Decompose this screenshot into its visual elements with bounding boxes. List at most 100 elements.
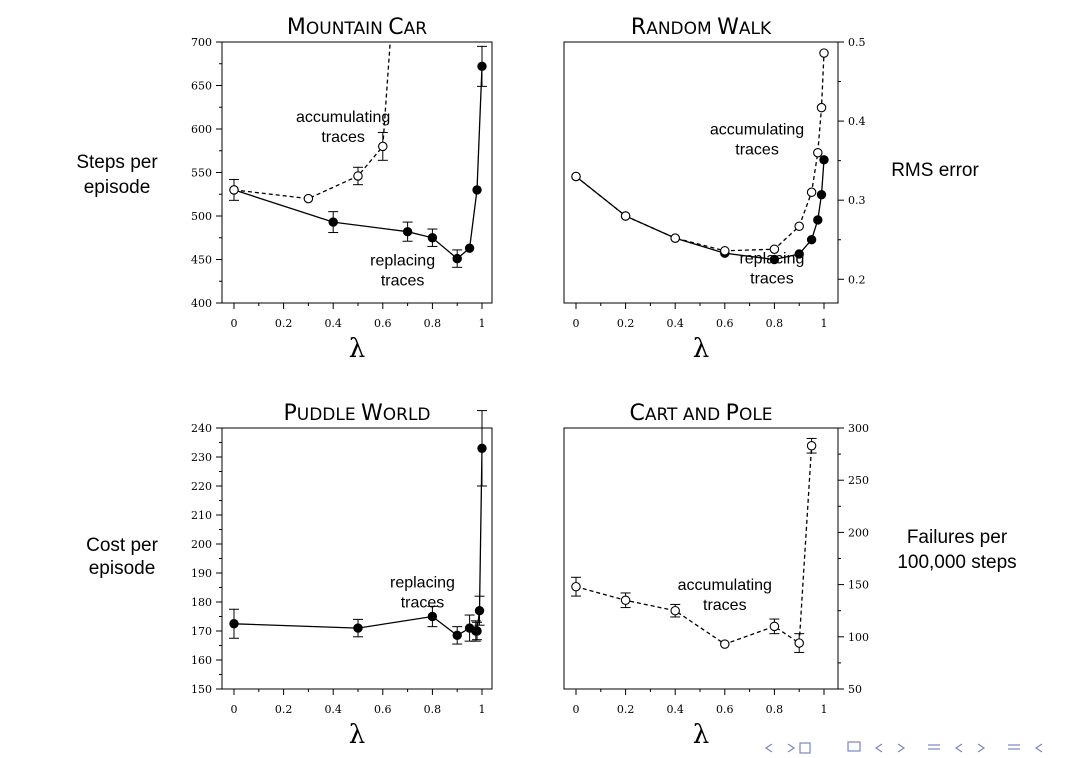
- pw-x-tick-label: 0.6: [374, 703, 392, 716]
- mc-data-point: [229, 185, 239, 195]
- pw-data-point: [452, 630, 462, 641]
- cp-data-point: [720, 639, 730, 649]
- rw-data-point: [806, 187, 817, 198]
- rw-data-point: [794, 249, 804, 259]
- mc-y-tick-label: 650: [191, 80, 212, 93]
- cp-plot-frame: [563, 427, 839, 690]
- cp-data-point: [806, 440, 817, 451]
- cp-annotation: traces: [703, 597, 747, 614]
- rw-y-tick-label: 0.2: [848, 273, 866, 286]
- rw-x-tick-label: 1: [821, 317, 828, 330]
- rw-y-axis-label: RMS error: [891, 160, 979, 181]
- pw-y-tick-label: 160: [191, 654, 212, 667]
- pw-data-point: [472, 626, 482, 636]
- rw-x-tick-label: 0: [573, 317, 580, 330]
- mc-data-point: [472, 185, 482, 195]
- mc-data-point: [452, 253, 462, 264]
- mc-data-point: [378, 141, 388, 152]
- cp-x-tick-label: 0.6: [716, 703, 734, 716]
- mc-y-tick-label: 400: [191, 297, 212, 310]
- pw-x-tick-label: 1: [479, 703, 486, 716]
- pw-annotation: traces: [401, 595, 445, 612]
- pw-x-axis-label: λ: [349, 720, 365, 750]
- rw-x-tick-label: 0.4: [666, 317, 684, 330]
- cp-y-tick-label: 150: [848, 579, 869, 592]
- rw-annotation: replacing: [739, 250, 804, 267]
- rw-annotation: traces: [735, 142, 779, 159]
- mc-y-tick-label: 600: [191, 123, 212, 136]
- rw-data-point: [769, 254, 780, 265]
- mc-y-tick-label: 700: [191, 36, 212, 49]
- cp-y-tick-label: 300: [848, 422, 869, 435]
- rw-chart-title: RANDOM WALK: [631, 15, 772, 40]
- rw-data-point: [571, 171, 581, 182]
- mc-x-tick-label: 0.8: [424, 317, 442, 330]
- navigation-arrow-icon: [874, 743, 883, 753]
- navigation-arrow-icon: [954, 743, 963, 753]
- pw-data-point: [229, 619, 239, 629]
- pw-y-tick-label: 190: [191, 567, 212, 580]
- cp-y-tick-label: 100: [848, 631, 869, 644]
- rw-data-point: [819, 155, 829, 165]
- cp-series-line: [575, 445, 813, 645]
- mc-data-point: [427, 233, 438, 243]
- rw-data-point: [813, 215, 823, 225]
- rw-data-point: [819, 48, 829, 58]
- pw-data-point: [477, 443, 487, 453]
- rw-data-point: [620, 211, 631, 221]
- navigation-arrow-icon: [787, 743, 796, 753]
- pw-x-tick-label: 0.2: [275, 703, 293, 716]
- mc-series-line: [233, 66, 483, 260]
- rw-data-point: [813, 147, 823, 158]
- pw-y-tick-label: 220: [191, 480, 212, 493]
- mc-x-tick-label: 0.2: [275, 317, 293, 330]
- pw-y-tick-label: 150: [191, 683, 212, 696]
- mc-data-point: [464, 243, 475, 253]
- pw-y-tick-label: 210: [191, 509, 212, 522]
- rw-plot-frame: [563, 41, 839, 304]
- cp-data-point: [794, 638, 804, 648]
- cp-x-axis-label: λ: [693, 720, 709, 750]
- pw-y-tick-label: 200: [191, 538, 212, 551]
- mc-x-tick-label: 0.6: [374, 317, 392, 330]
- rw-data-point: [720, 246, 730, 256]
- rw-data-point: [816, 102, 827, 113]
- pw-chart-title: PUDDLE WORLD: [283, 401, 430, 426]
- rw-data-point: [816, 189, 827, 200]
- cp-x-tick-label: 0.8: [766, 703, 784, 716]
- cp-y-axis-label: 100,000 steps: [897, 552, 1016, 573]
- pw-y-tick-label: 240: [191, 422, 212, 435]
- pw-x-tick-label: 0.4: [324, 703, 342, 716]
- pw-plot-frame: [221, 427, 493, 690]
- cp-data-point: [769, 621, 780, 632]
- navigation-arrow-icon: [977, 743, 986, 753]
- cp-data-point: [670, 605, 680, 616]
- rw-x-tick-label: 0.8: [766, 317, 784, 330]
- cp-data-point: [571, 581, 581, 592]
- mc-x-axis-label: λ: [349, 334, 365, 364]
- mc-annotation: replacing: [370, 253, 435, 270]
- mc-y-tick-label: 450: [191, 254, 212, 267]
- rw-series-line: [575, 159, 825, 261]
- mc-y-tick-label: 550: [191, 167, 212, 180]
- rw-y-tick-label: 0.4: [848, 115, 866, 128]
- cp-x-tick-label: 0.4: [666, 703, 684, 716]
- mc-x-tick-label: 1: [479, 317, 486, 330]
- cp-x-tick-label: 0: [573, 703, 580, 716]
- mc-annotation: accumulating: [296, 109, 390, 126]
- mc-data-point: [328, 217, 338, 227]
- cp-y-axis-label: Failures per: [907, 527, 1008, 548]
- rw-data-point: [769, 244, 780, 254]
- pw-y-tick-label: 170: [191, 625, 212, 638]
- navigation-arrow-icon: [897, 743, 906, 753]
- mc-data-point: [353, 171, 363, 181]
- mc-data-point: [402, 226, 413, 237]
- navigation-section-icon: [847, 741, 861, 752]
- rw-series-line: [575, 53, 825, 252]
- mc-y-axis-label: episode: [84, 177, 151, 198]
- navigation-arrow-icon: [1034, 743, 1043, 753]
- pw-x-tick-label: 0: [231, 703, 238, 716]
- navigation-frame-icon: [799, 742, 811, 754]
- pw-y-tick-label: 180: [191, 596, 212, 609]
